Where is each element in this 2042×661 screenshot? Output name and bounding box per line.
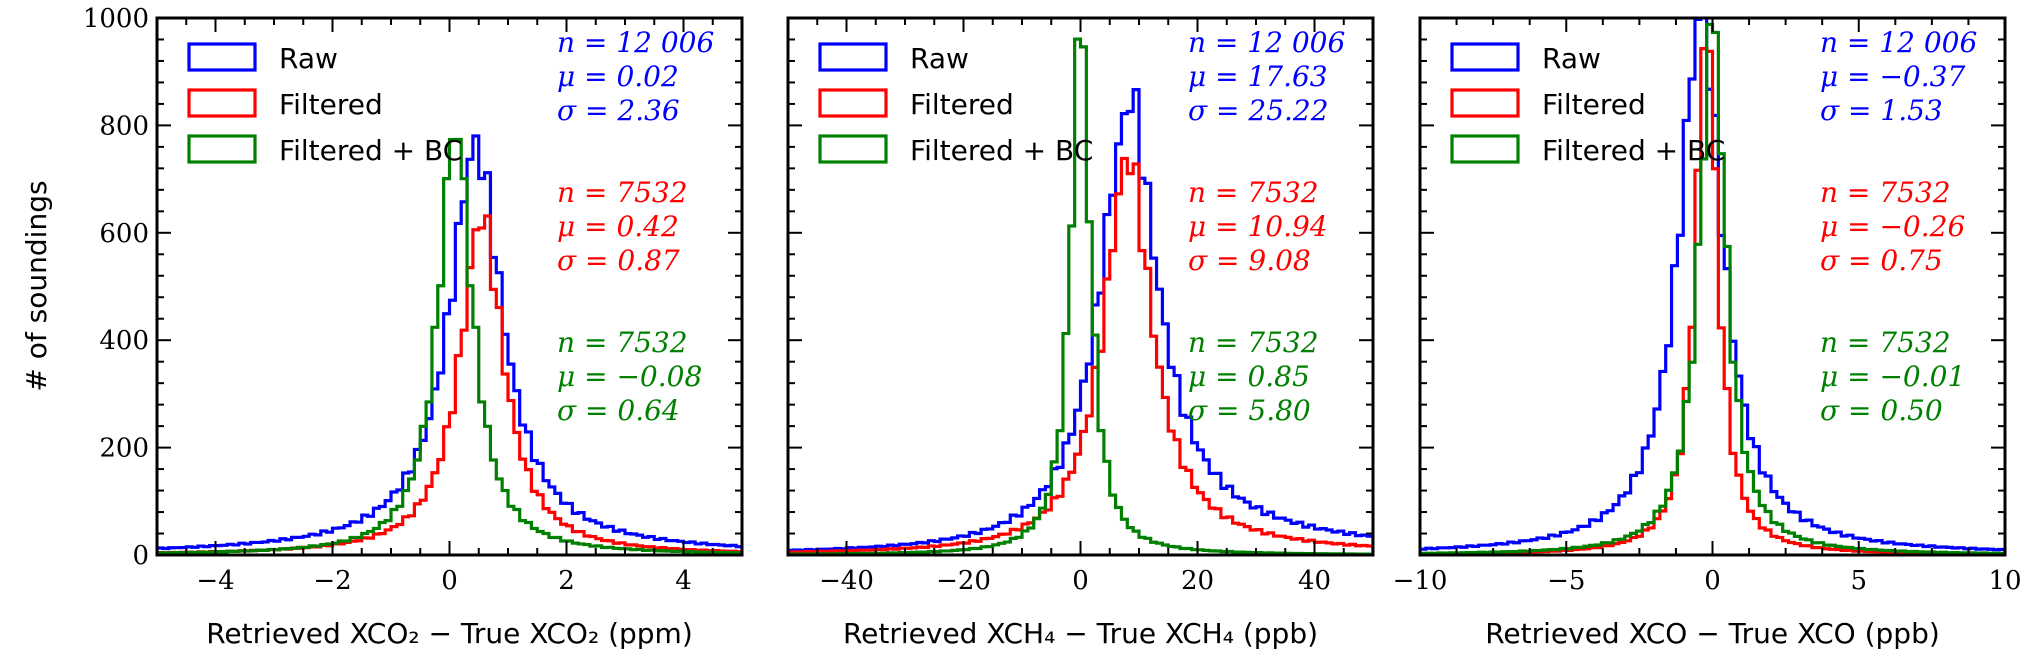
legend-swatch xyxy=(1450,134,1520,164)
stats-annotation: n = 7532 xyxy=(1820,326,1951,359)
stats-annotation: μ = 17.63 xyxy=(1188,60,1328,93)
stats-annotation: μ = 10.94 xyxy=(1188,210,1328,243)
x-tick-label: −40 xyxy=(819,566,874,596)
x-axis-label: Retrieved XCH₄ − True XCH₄ (ppb) xyxy=(843,617,1318,650)
stats-annotation: n = 7532 xyxy=(1188,176,1319,209)
legend-label: Raw xyxy=(1542,42,1601,75)
legend-swatch xyxy=(187,134,257,164)
stats-annotation: n = 7532 xyxy=(1188,326,1319,359)
x-tick-label: 2 xyxy=(558,566,575,596)
stats-annotation: σ = 2.36 xyxy=(557,94,680,127)
x-tick-label: −20 xyxy=(936,566,991,596)
x-tick-label: −2 xyxy=(313,566,351,596)
legend-swatch xyxy=(187,88,257,118)
stats-annotation: μ = 0.42 xyxy=(557,210,679,243)
legend-swatch xyxy=(818,88,888,118)
y-tick-label: 0 xyxy=(132,541,149,571)
legend-label: Filtered xyxy=(279,88,383,121)
stats-annotation: σ = 9.08 xyxy=(1188,244,1311,277)
legend-label: Filtered xyxy=(1542,88,1646,121)
x-tick-label: 5 xyxy=(1850,566,1867,596)
stats-annotation: σ = 25.22 xyxy=(1188,94,1329,127)
stats-annotation: σ = 0.87 xyxy=(557,244,680,277)
x-tick-label: 4 xyxy=(675,566,692,596)
plot-area xyxy=(157,134,742,555)
legend-swatch xyxy=(1450,88,1520,118)
y-axis-label: # of soundings xyxy=(20,180,53,391)
y-tick-label: 600 xyxy=(99,219,149,249)
legend-label: Raw xyxy=(279,42,338,75)
series-filtered-bc-histogram xyxy=(788,37,1373,555)
stats-annotation: μ = −0.01 xyxy=(1820,360,1965,393)
series-raw-histogram xyxy=(788,88,1373,555)
x-axis-label: Retrieved XCO₂ − True XCO₂ (ppm) xyxy=(206,617,693,650)
legend-label: Filtered xyxy=(910,88,1014,121)
stats-annotation: σ = 0.75 xyxy=(1820,244,1943,277)
legend-label: Filtered + BC xyxy=(279,134,462,167)
x-tick-label: 0 xyxy=(441,566,458,596)
legend-swatch xyxy=(818,134,888,164)
y-tick-label: 1000 xyxy=(83,4,149,34)
x-axis-label: Retrieved XCO − True XCO (ppb) xyxy=(1485,617,1940,650)
y-tick-label: 200 xyxy=(99,434,149,464)
legend-label: Filtered + BC xyxy=(910,134,1093,167)
legend-label: Filtered + BC xyxy=(1542,134,1725,167)
x-tick-label: 0 xyxy=(1704,566,1721,596)
stats-annotation: μ = −0.37 xyxy=(1820,60,1965,93)
series-raw-histogram xyxy=(157,134,742,555)
x-tick-label: 0 xyxy=(1072,566,1089,596)
stats-annotation: μ = 0.02 xyxy=(557,60,679,93)
stats-annotation: σ = 1.53 xyxy=(1820,94,1943,127)
x-tick-label: 20 xyxy=(1181,566,1214,596)
x-tick-label: 40 xyxy=(1298,566,1331,596)
stats-annotation: n = 12 006 xyxy=(557,26,714,59)
y-tick-label: 800 xyxy=(99,111,149,141)
legend-swatch xyxy=(1450,42,1520,72)
y-tick-label: 400 xyxy=(99,326,149,356)
legend-swatch xyxy=(818,42,888,72)
stats-annotation: μ = −0.26 xyxy=(1820,210,1965,243)
series-filtered-bc-histogram xyxy=(157,137,742,555)
stats-annotation: n = 12 006 xyxy=(1188,26,1345,59)
stats-annotation: μ = −0.08 xyxy=(557,360,702,393)
stats-annotation: σ = 0.64 xyxy=(557,394,680,427)
legend-label: Raw xyxy=(910,42,969,75)
panel-1: 0 200 400 600 800 1000 −4 −2 0 2 4 Retrieved XCO₂ −… xyxy=(83,4,744,650)
series-filtered-histogram xyxy=(788,156,1373,555)
panel-3: −10 −5 0 5 10 Retrieved XCO − True XCO (ppb) R… xyxy=(1393,16,2022,650)
stats-annotation: n = 7532 xyxy=(557,176,688,209)
x-tick-label: −5 xyxy=(1547,566,1585,596)
stats-annotation: n = 12 006 xyxy=(1820,26,1977,59)
stats-annotation: n = 7532 xyxy=(1820,176,1951,209)
legend-swatch xyxy=(187,42,257,72)
panel-2: −40 −20 0 20 40 Retrieved XCH₄ − True XCH₄ (p… xyxy=(786,16,1375,650)
stats-annotation: n = 7532 xyxy=(557,326,688,359)
stats-annotation: σ = 0.50 xyxy=(1820,394,1943,427)
plot-area xyxy=(788,37,1373,555)
x-tick-label: 10 xyxy=(1988,566,2021,596)
x-tick-label: −10 xyxy=(1393,566,1448,596)
stats-annotation: σ = 5.80 xyxy=(1188,394,1311,427)
stats-annotation: μ = 0.85 xyxy=(1188,360,1310,393)
x-tick-label: −4 xyxy=(196,566,234,596)
